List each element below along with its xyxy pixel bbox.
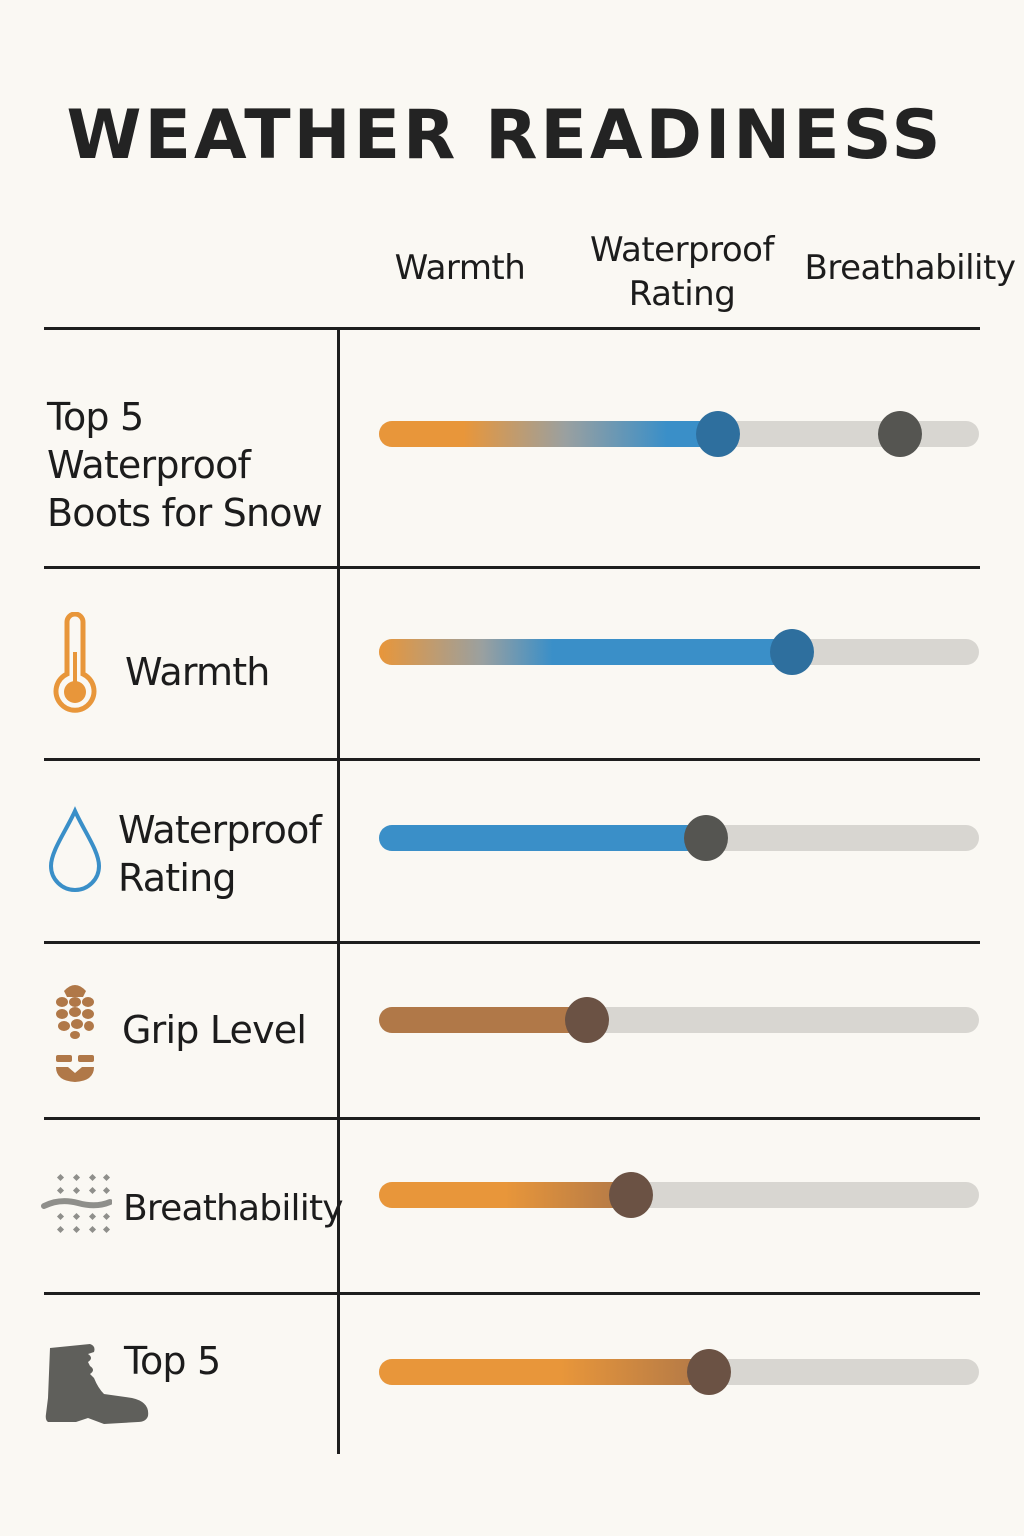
divider: [44, 566, 980, 569]
thermometer-icon: [53, 612, 97, 713]
slider-fill: [379, 1007, 588, 1033]
slider-knob[interactable]: [696, 411, 740, 457]
slider-knob[interactable]: [877, 411, 922, 457]
slider-track[interactable]: [379, 997, 979, 1043]
slider-fill: [379, 639, 792, 665]
slider-knob[interactable]: [565, 997, 610, 1043]
slider-track[interactable]: [379, 815, 979, 861]
row-label-top5-waterproof-boots: Top 5 Waterproof Boots for Snow: [47, 395, 323, 535]
column-header-label: Rating: [628, 274, 736, 314]
divider: [44, 1117, 980, 1120]
water-drop-icon: [48, 806, 102, 892]
divider: [44, 1292, 980, 1295]
divider: [44, 941, 980, 944]
page-title: WEATHER READINESS: [66, 96, 944, 175]
slider-knob[interactable]: [769, 629, 814, 675]
slider-knob[interactable]: [684, 815, 728, 861]
slider-track[interactable]: [379, 1172, 979, 1218]
slider-fill: [379, 1182, 631, 1208]
column-divider: [337, 330, 340, 1454]
slider-fill: [379, 421, 718, 447]
column-header-warmth: Warmth: [380, 246, 540, 290]
row-label-warmth: Warmth: [125, 650, 270, 694]
row-label-grip-level: Grip Level: [122, 1008, 307, 1052]
slider-knob[interactable]: [609, 1172, 653, 1218]
column-header-label: Waterproof: [590, 230, 774, 270]
breathable-fabric-icon: [41, 1173, 112, 1234]
boot-icon: [45, 1344, 149, 1424]
slider-track[interactable]: [379, 411, 979, 457]
slider-track[interactable]: [379, 1349, 979, 1395]
boot-tread-icon: [56, 985, 94, 1082]
slider-knob[interactable]: [687, 1349, 731, 1395]
divider: [44, 758, 980, 761]
row-label-waterproof-rating: Waterproof Rating: [118, 808, 322, 900]
column-header-waterproof: Waterproof Rating: [572, 228, 792, 316]
slider-track[interactable]: [379, 629, 979, 675]
slider-fill: [379, 825, 706, 851]
column-header-breathability: Breathability: [800, 246, 1020, 290]
divider: [44, 327, 980, 330]
column-header-label: Breathability: [804, 248, 1016, 288]
slider-fill: [379, 1359, 709, 1385]
column-header-label: Warmth: [394, 248, 526, 288]
row-label-top5: Top 5: [124, 1339, 221, 1383]
row-label-breathability: Breathability: [123, 1188, 344, 1229]
